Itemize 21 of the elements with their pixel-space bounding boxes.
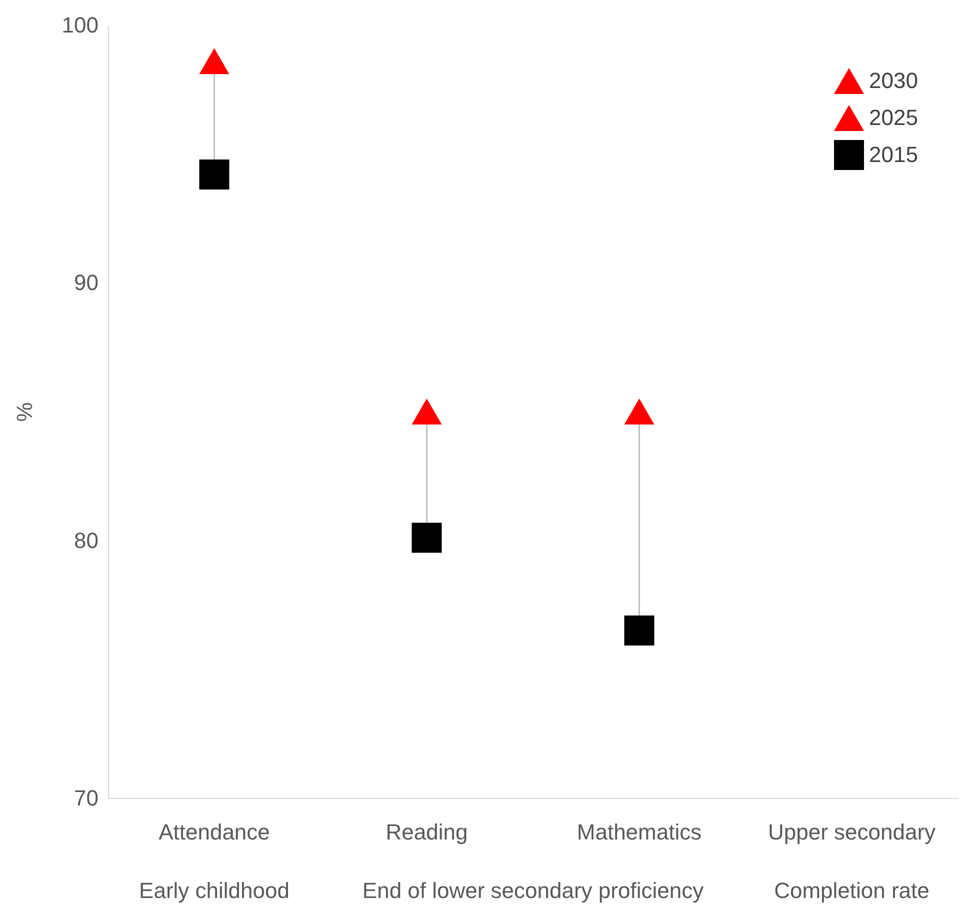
legend-label: 2025 <box>869 105 918 130</box>
text: Early childhood <box>138 878 290 904</box>
text: Completion rate <box>773 878 930 904</box>
y-axis-title: % <box>12 402 37 422</box>
x-tick-label: Mathematics <box>576 820 702 844</box>
x-tick-label: Upper secondary <box>768 820 936 844</box>
y-tick-label: 90 <box>74 270 98 296</box>
legend-label: 2030 <box>869 68 918 93</box>
point <box>199 48 230 74</box>
point <box>199 159 230 190</box>
text: End of lower secondary proficiency <box>361 878 705 904</box>
legend-label: 2015 <box>869 142 918 167</box>
point <box>412 398 442 424</box>
y-tick-label: 100 <box>62 12 98 38</box>
point <box>412 522 442 553</box>
x-tick-label: Attendance <box>158 820 270 844</box>
point <box>624 398 654 424</box>
y-tick-label: 80 <box>74 528 98 553</box>
point <box>624 616 654 646</box>
y-tick-label: 70 <box>74 786 98 810</box>
x-tick-label: Reading <box>386 820 468 844</box>
